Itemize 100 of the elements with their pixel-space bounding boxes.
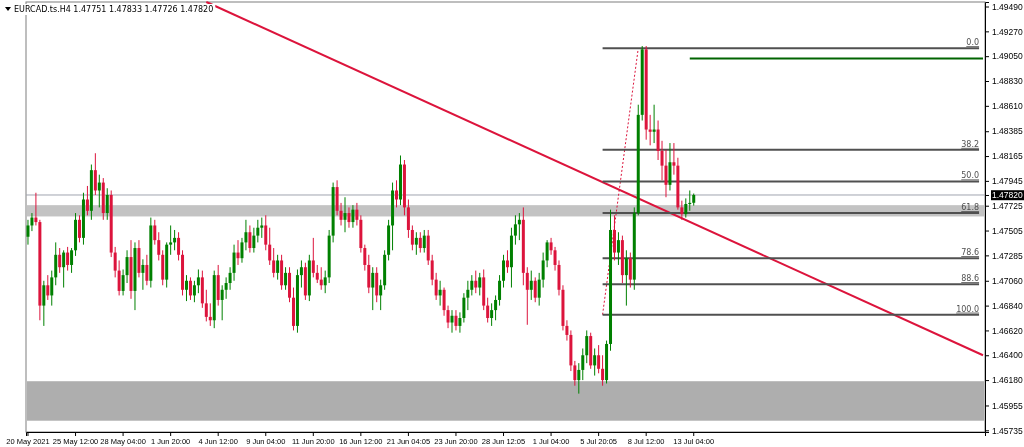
candlestick [612,214,616,261]
candlestick [533,276,537,303]
candlestick [450,309,454,334]
candlestick [141,258,145,291]
candlestick [577,362,581,395]
y-tick-label: 1.49270 [992,26,1023,37]
candlestick [474,270,478,294]
candlestick [343,196,347,233]
candlestick [490,302,494,327]
candlestick [192,280,196,303]
y-tick-label: 1.48165 [992,151,1023,162]
candlestick [184,274,188,302]
series-label: 78.6 [961,248,980,258]
candlestick [157,231,161,261]
candlestick [315,264,319,284]
candlestick [494,294,498,321]
candlestick [153,219,157,246]
candlestick [351,204,355,229]
candlestick [585,329,589,364]
candlestick [232,244,236,282]
y-tick-label: 1.46400 [992,350,1023,361]
y-tick-label: 1.47820 [992,190,1023,201]
candlestick [62,249,66,289]
candlestick [406,199,410,239]
candlestick [252,227,256,254]
candlestick [601,354,605,387]
y-tick-label: 1.47725 [992,200,1023,211]
candlestick [276,254,280,281]
y-tick-label: 1.48830 [992,76,1023,87]
candlestick [204,289,208,322]
candlestick [525,266,529,326]
candlestick [85,185,89,216]
candlestick [422,229,426,254]
candlestick [208,302,212,327]
candlestick [105,187,109,221]
candlestick [272,247,276,278]
candlestick [54,241,58,286]
candlestick [188,276,192,301]
candlestick [684,197,688,219]
y-tick-label: 1.48385 [992,126,1023,137]
candlestick [454,309,458,331]
candlestick [410,224,414,251]
candlestick [505,249,509,274]
y-tick-label: 1.47285 [992,250,1023,261]
y-tick-label: 1.49050 [992,51,1023,62]
chart-title: EURCAD.ts.H4 1.47751 1.47833 1.47726 1.47820 [14,5,214,14]
series-label: 61.8 [961,203,980,213]
candlestick [414,231,418,256]
candlestick [624,249,628,307]
candlestick [371,266,375,311]
candlestick [502,254,506,289]
candlestick [379,279,383,311]
y-tick-label: 1.46840 [992,300,1023,311]
y-tick-label: 1.47060 [992,275,1023,286]
candlestick [311,237,315,278]
candlestick [367,254,371,294]
candlestick [196,268,200,294]
candlestick [58,247,62,274]
candlestick [93,152,97,196]
candlestick [486,297,490,324]
candlestick [593,347,597,377]
candlestick [260,217,264,239]
series-label: 38.2 [961,139,980,149]
candlestick [169,224,173,256]
candlestick [70,247,74,274]
y-tick-label: 1.45735 [992,425,1023,436]
candlestick [66,246,70,272]
series-label: 88.6 [961,274,980,284]
candlestick [26,219,30,246]
candlestick [616,231,620,266]
y-tick-label: 1.49490 [992,1,1023,12]
y-tick-label: 1.48610 [992,101,1023,112]
series-label: 50.0 [961,171,980,181]
candlestick [688,189,692,212]
candlestick [597,344,601,374]
y-tick-label: 1.47945 [992,176,1023,187]
candlestick [248,224,252,254]
series-label: 0.0 [966,38,980,48]
candlestick [42,280,46,327]
candlestick [513,214,517,246]
candlestick [284,266,288,291]
candlestick [668,142,672,191]
y-tick-label: 1.46180 [992,375,1023,386]
candlestick [430,254,434,286]
candlestick [299,259,303,289]
candlestick [78,214,81,243]
candlestick [347,206,351,229]
candlestick [478,272,482,296]
y-tick-label: 1.45955 [992,400,1023,411]
candlestick [581,347,585,381]
candlestick [177,231,181,261]
candlestick [145,254,149,286]
candlestick [375,266,379,303]
series-label: 100.0 [956,304,980,314]
y-tick-label: 1.47505 [992,225,1023,236]
candlestick [395,179,399,208]
candlestick [46,274,50,301]
candlestick [628,252,632,289]
candlestick [264,214,268,251]
candlestick [434,272,438,301]
